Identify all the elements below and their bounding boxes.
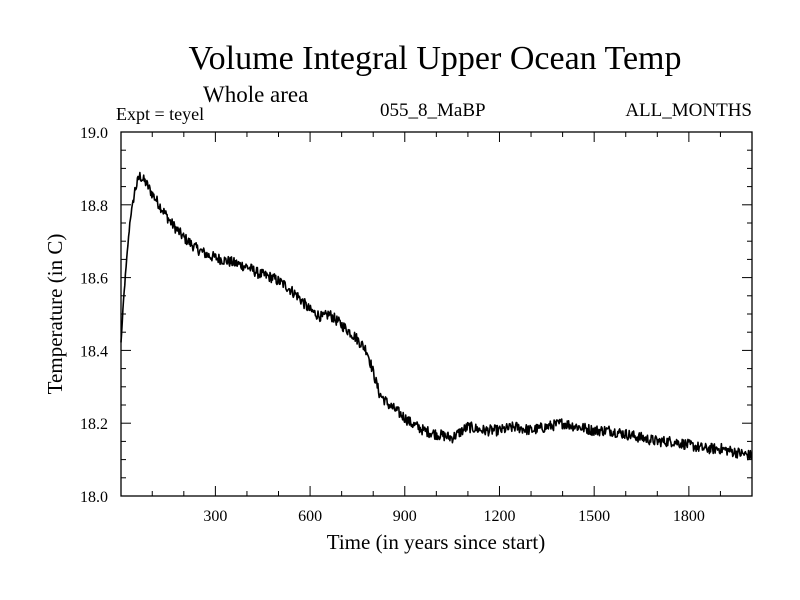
y-tick-label: 18.8 (80, 198, 108, 215)
axis-ticks: 300 600 900 1200 1500 1800 18.0 18.2 18.4 18.6 18.… (80, 125, 752, 525)
y-tick-label: 19.0 (80, 125, 108, 142)
run-id-label: 055_8_MaBP (380, 100, 486, 121)
x-tick-label: 1500 (578, 508, 610, 525)
y-tick-label: 18.4 (80, 343, 108, 360)
y-tick-label: 18.0 (80, 489, 108, 506)
x-tick-label: 300 (203, 508, 227, 525)
y-tick-label: 18.6 (80, 271, 108, 288)
x-tick-label: 600 (298, 508, 322, 525)
months-label: ALL_MONTHS (625, 100, 752, 121)
series-line (120, 171, 753, 461)
x-tick-label: 1200 (483, 508, 515, 525)
y-tick-label: 18.2 (80, 416, 108, 433)
chart-subtitle: Whole area (203, 82, 309, 107)
experiment-label: Expt = teyel (116, 104, 205, 124)
x-axis-label: Time (in years since start) (327, 530, 546, 554)
x-tick-label: 1800 (673, 508, 705, 525)
x-tick-label: 900 (393, 508, 417, 525)
y-axis-label: Temperature (in C) (43, 234, 67, 395)
chart-title: Volume Integral Upper Ocean Temp (188, 40, 682, 77)
